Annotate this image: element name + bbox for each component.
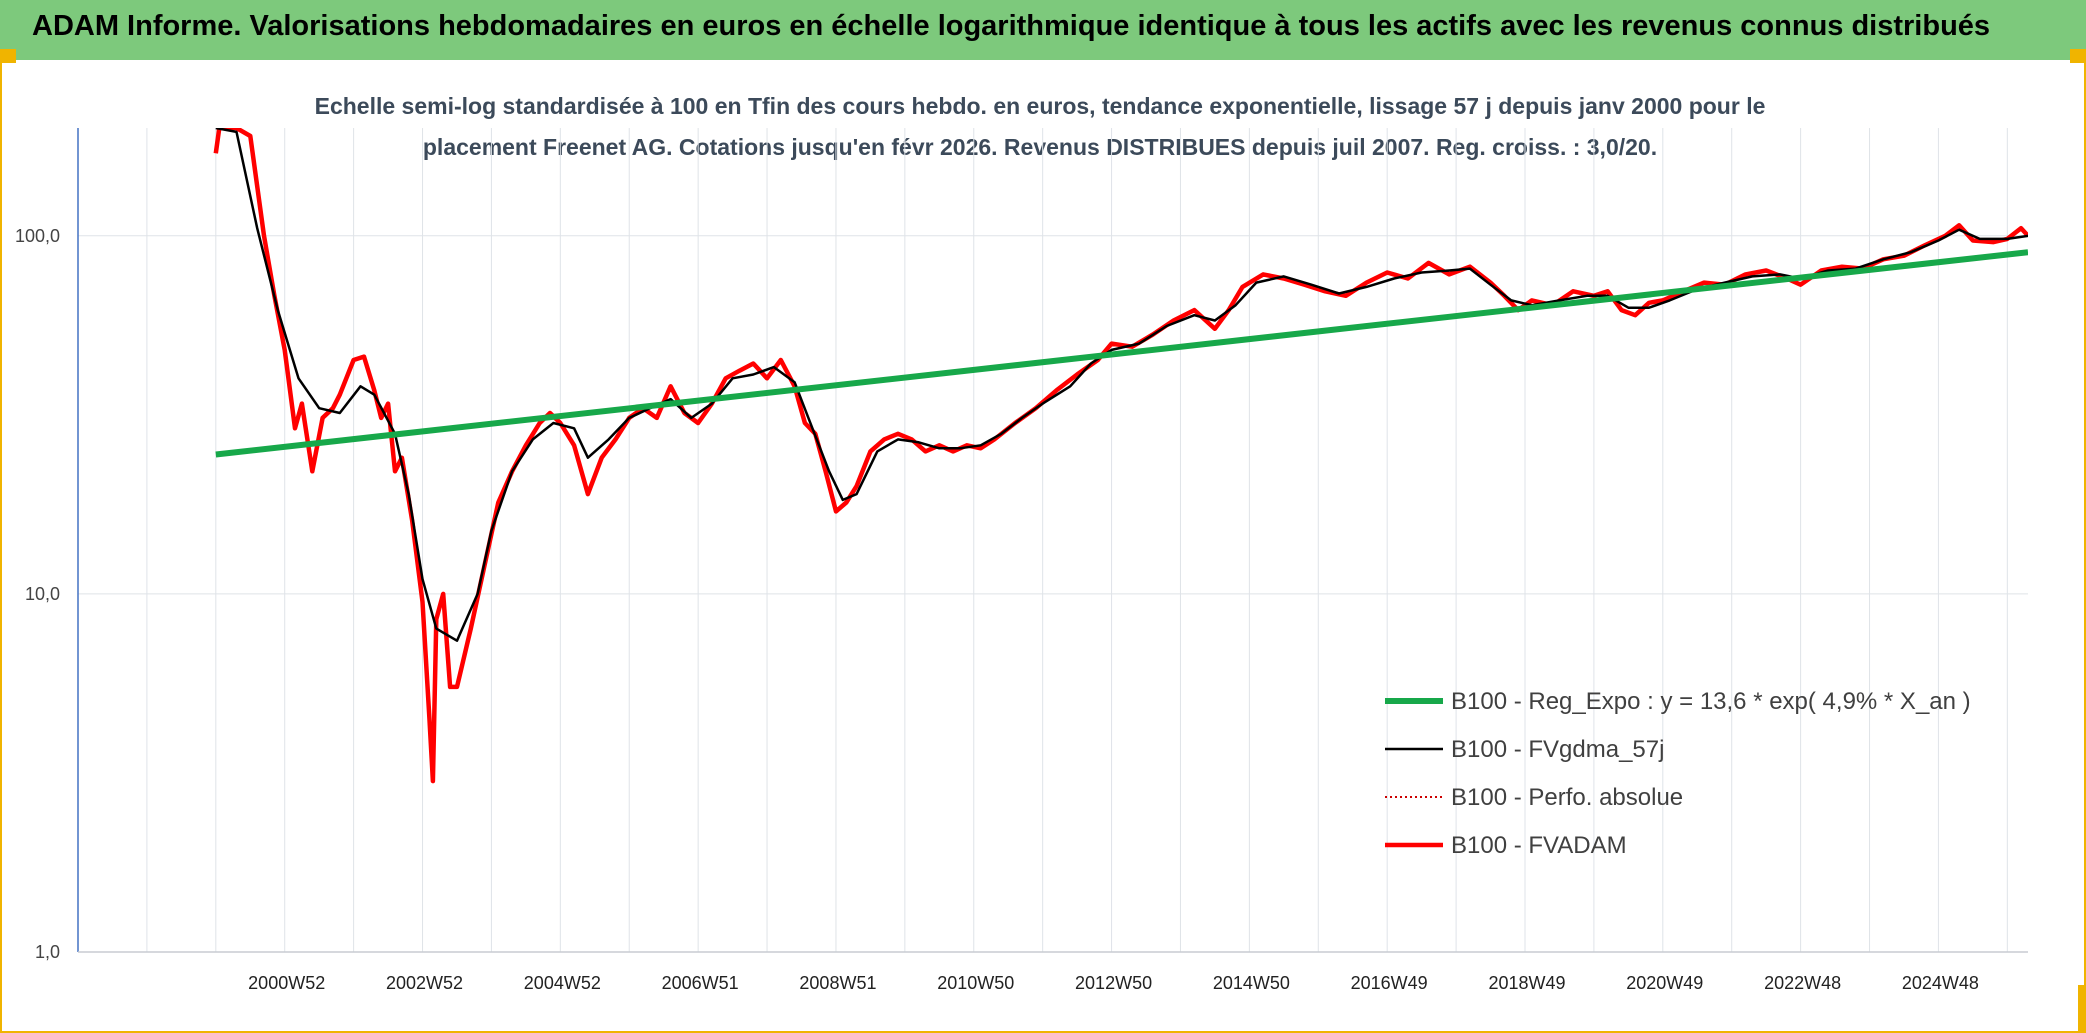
chart-frame [0,60,2086,1033]
series-layer [213,128,2028,784]
y-tick-label: 1,0 [35,942,60,962]
x-tick-label: 2014W50 [1213,973,1290,993]
x-tick-label: 2018W49 [1488,973,1565,993]
corner-marker-bottom-right [2078,985,2086,1033]
x-tick-label: 2006W51 [662,973,739,993]
report-title: ADAM Informe. Valorisations hebdomadaire… [0,0,2086,60]
series-line-thin-black [215,128,2028,642]
x-tick-label: 2008W51 [799,973,876,993]
x-tick-label: 2002W52 [386,973,463,993]
corner-marker-left [0,49,16,63]
chart-subtitle: Echelle semi-log standardisée à 100 en T… [250,86,1830,168]
legend-label: B100 - Reg_Expo : y = 13,6 * exp( 4,9% *… [1451,688,1971,715]
chart-subtitle-line-2: placement Freenet AG. Cotations jusqu'en… [422,134,1658,160]
corner-marker-right [2070,49,2086,63]
x-tick-label: 2022W48 [1764,973,1841,993]
series-line-thick-red [213,128,2028,784]
grid-layer [77,128,2028,953]
x-tick-label: 2004W52 [524,973,601,993]
legend-label: B100 - FVADAM [1451,832,1627,859]
axis-layer: 1,0 10,0 100,0 2000W52 2002W52 2004W52 2006W51… [15,128,2028,993]
x-tick-label: 2024W48 [1902,973,1979,993]
legend: B100 - Reg_Expo : y = 13,6 * exp( 4,9% *… [1385,688,1971,859]
chart-subtitle-line-1: Echelle semi-log standardisée à 100 en T… [314,93,1766,119]
y-tick-label: 100,0 [15,226,60,246]
x-tick-label: 2010W50 [937,973,1014,993]
legend-label: B100 - Perfo. absolue [1451,784,1683,811]
x-tick-label: 2020W49 [1626,973,1703,993]
x-tick-label: 2012W50 [1075,973,1152,993]
y-tick-label: 10,0 [25,584,60,604]
x-tick-label: 2016W49 [1351,973,1428,993]
series-line-thick-green [215,249,2028,458]
legend-label: B100 - FVgdma_57j [1451,736,1664,763]
x-tick-label: 2000W52 [248,973,325,993]
